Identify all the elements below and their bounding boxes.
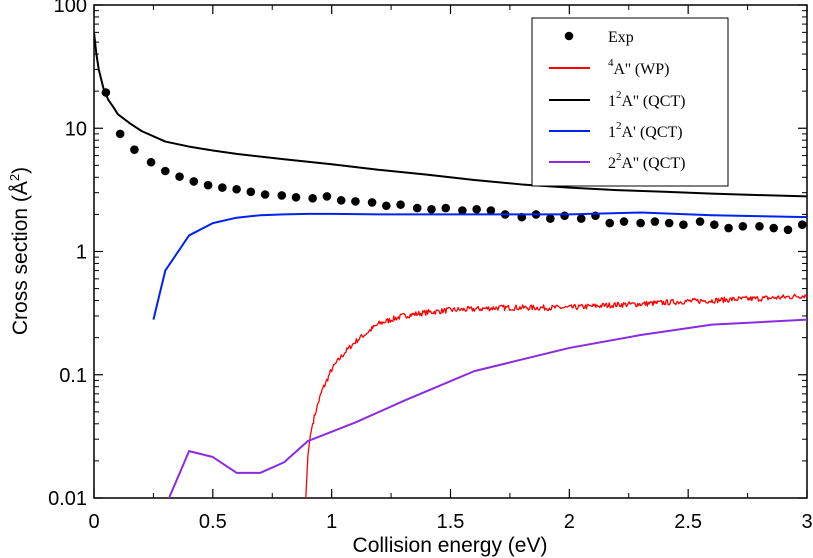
legend: Exp 4A'' (WP) 12A'' (QCT) 12A' (QCT) 22A'' (… <box>531 17 729 187</box>
exp-point <box>441 203 451 213</box>
exp-point <box>458 206 467 215</box>
x-tick-label: 3 <box>801 511 812 533</box>
exp-point <box>710 220 719 229</box>
exp-point <box>412 203 422 213</box>
exp-point <box>396 200 405 209</box>
exp-point <box>382 201 391 211</box>
exp-point <box>175 172 184 181</box>
x-tick-label: 2.5 <box>674 511 702 533</box>
y-tick-label: 10 <box>65 118 87 140</box>
exp-point <box>724 223 733 233</box>
exp-point <box>679 220 688 229</box>
exp-point <box>427 204 436 214</box>
legend-label: 4A'' (WP) <box>608 57 669 78</box>
exp-point <box>291 193 301 202</box>
exp-point <box>472 204 481 214</box>
exp-point <box>695 217 705 226</box>
exp-point <box>783 225 793 235</box>
axis-ticks: 0 0.5 1 1.5 2 2.5 3 0.01 0.1 1 10 100 <box>48 0 813 533</box>
legend-label: 12A'' (QCT) <box>608 89 685 110</box>
legend-label: Exp <box>608 29 634 46</box>
exp-point <box>619 217 629 226</box>
x-tick-label: 0.5 <box>199 511 227 533</box>
exp-point <box>277 191 287 200</box>
exp-point <box>605 218 615 228</box>
exp-point <box>367 198 377 207</box>
x-tick-label: 1.5 <box>437 511 465 533</box>
y-tick-label: 0.1 <box>59 365 87 387</box>
exp-point <box>161 166 170 176</box>
y-tick-label: 1 <box>76 242 87 264</box>
exp-point <box>308 194 317 203</box>
exp-point <box>636 218 645 228</box>
exp-point <box>486 206 496 215</box>
exp-point <box>246 187 256 197</box>
exp-point <box>797 220 807 229</box>
series-line-1 <box>305 293 807 498</box>
exp-point <box>769 223 779 233</box>
y-axis-title: Cross section (Å2) <box>7 167 32 335</box>
exp-point <box>664 218 674 228</box>
exp-point <box>351 197 360 206</box>
legend-label: 12A' (QCT) <box>608 120 683 141</box>
series-line-2 <box>94 32 807 198</box>
exp-point <box>130 145 139 154</box>
x-tick-label: 2 <box>564 511 575 533</box>
exp-point <box>336 196 346 205</box>
y-tick-label: 100 <box>54 0 87 17</box>
exp-point <box>189 177 199 186</box>
exp-point <box>115 129 125 139</box>
legend-box <box>531 17 729 187</box>
x-tick-label: 0 <box>88 511 99 533</box>
series-line-3 <box>152 211 807 320</box>
series-line-4 <box>167 318 807 498</box>
exp-point <box>576 214 586 223</box>
exp-point <box>260 190 270 199</box>
y-tick-label: 0.01 <box>48 488 87 510</box>
legend-marker-exp <box>564 31 574 41</box>
exp-point <box>755 222 764 231</box>
exp-point <box>146 157 156 167</box>
exp-point <box>218 183 227 192</box>
legend-label: 22A'' (QCT) <box>608 151 685 172</box>
exp-point <box>546 214 555 223</box>
series-layer <box>94 32 807 498</box>
exp-point <box>560 211 569 221</box>
exp-point <box>650 217 660 226</box>
exp-point <box>738 222 748 231</box>
exp-point <box>322 192 332 201</box>
x-tick-label: 1 <box>326 511 337 533</box>
exp-point <box>203 180 213 190</box>
exp-point <box>232 184 241 194</box>
x-axis-title: Collision energy (eV) <box>353 534 548 557</box>
